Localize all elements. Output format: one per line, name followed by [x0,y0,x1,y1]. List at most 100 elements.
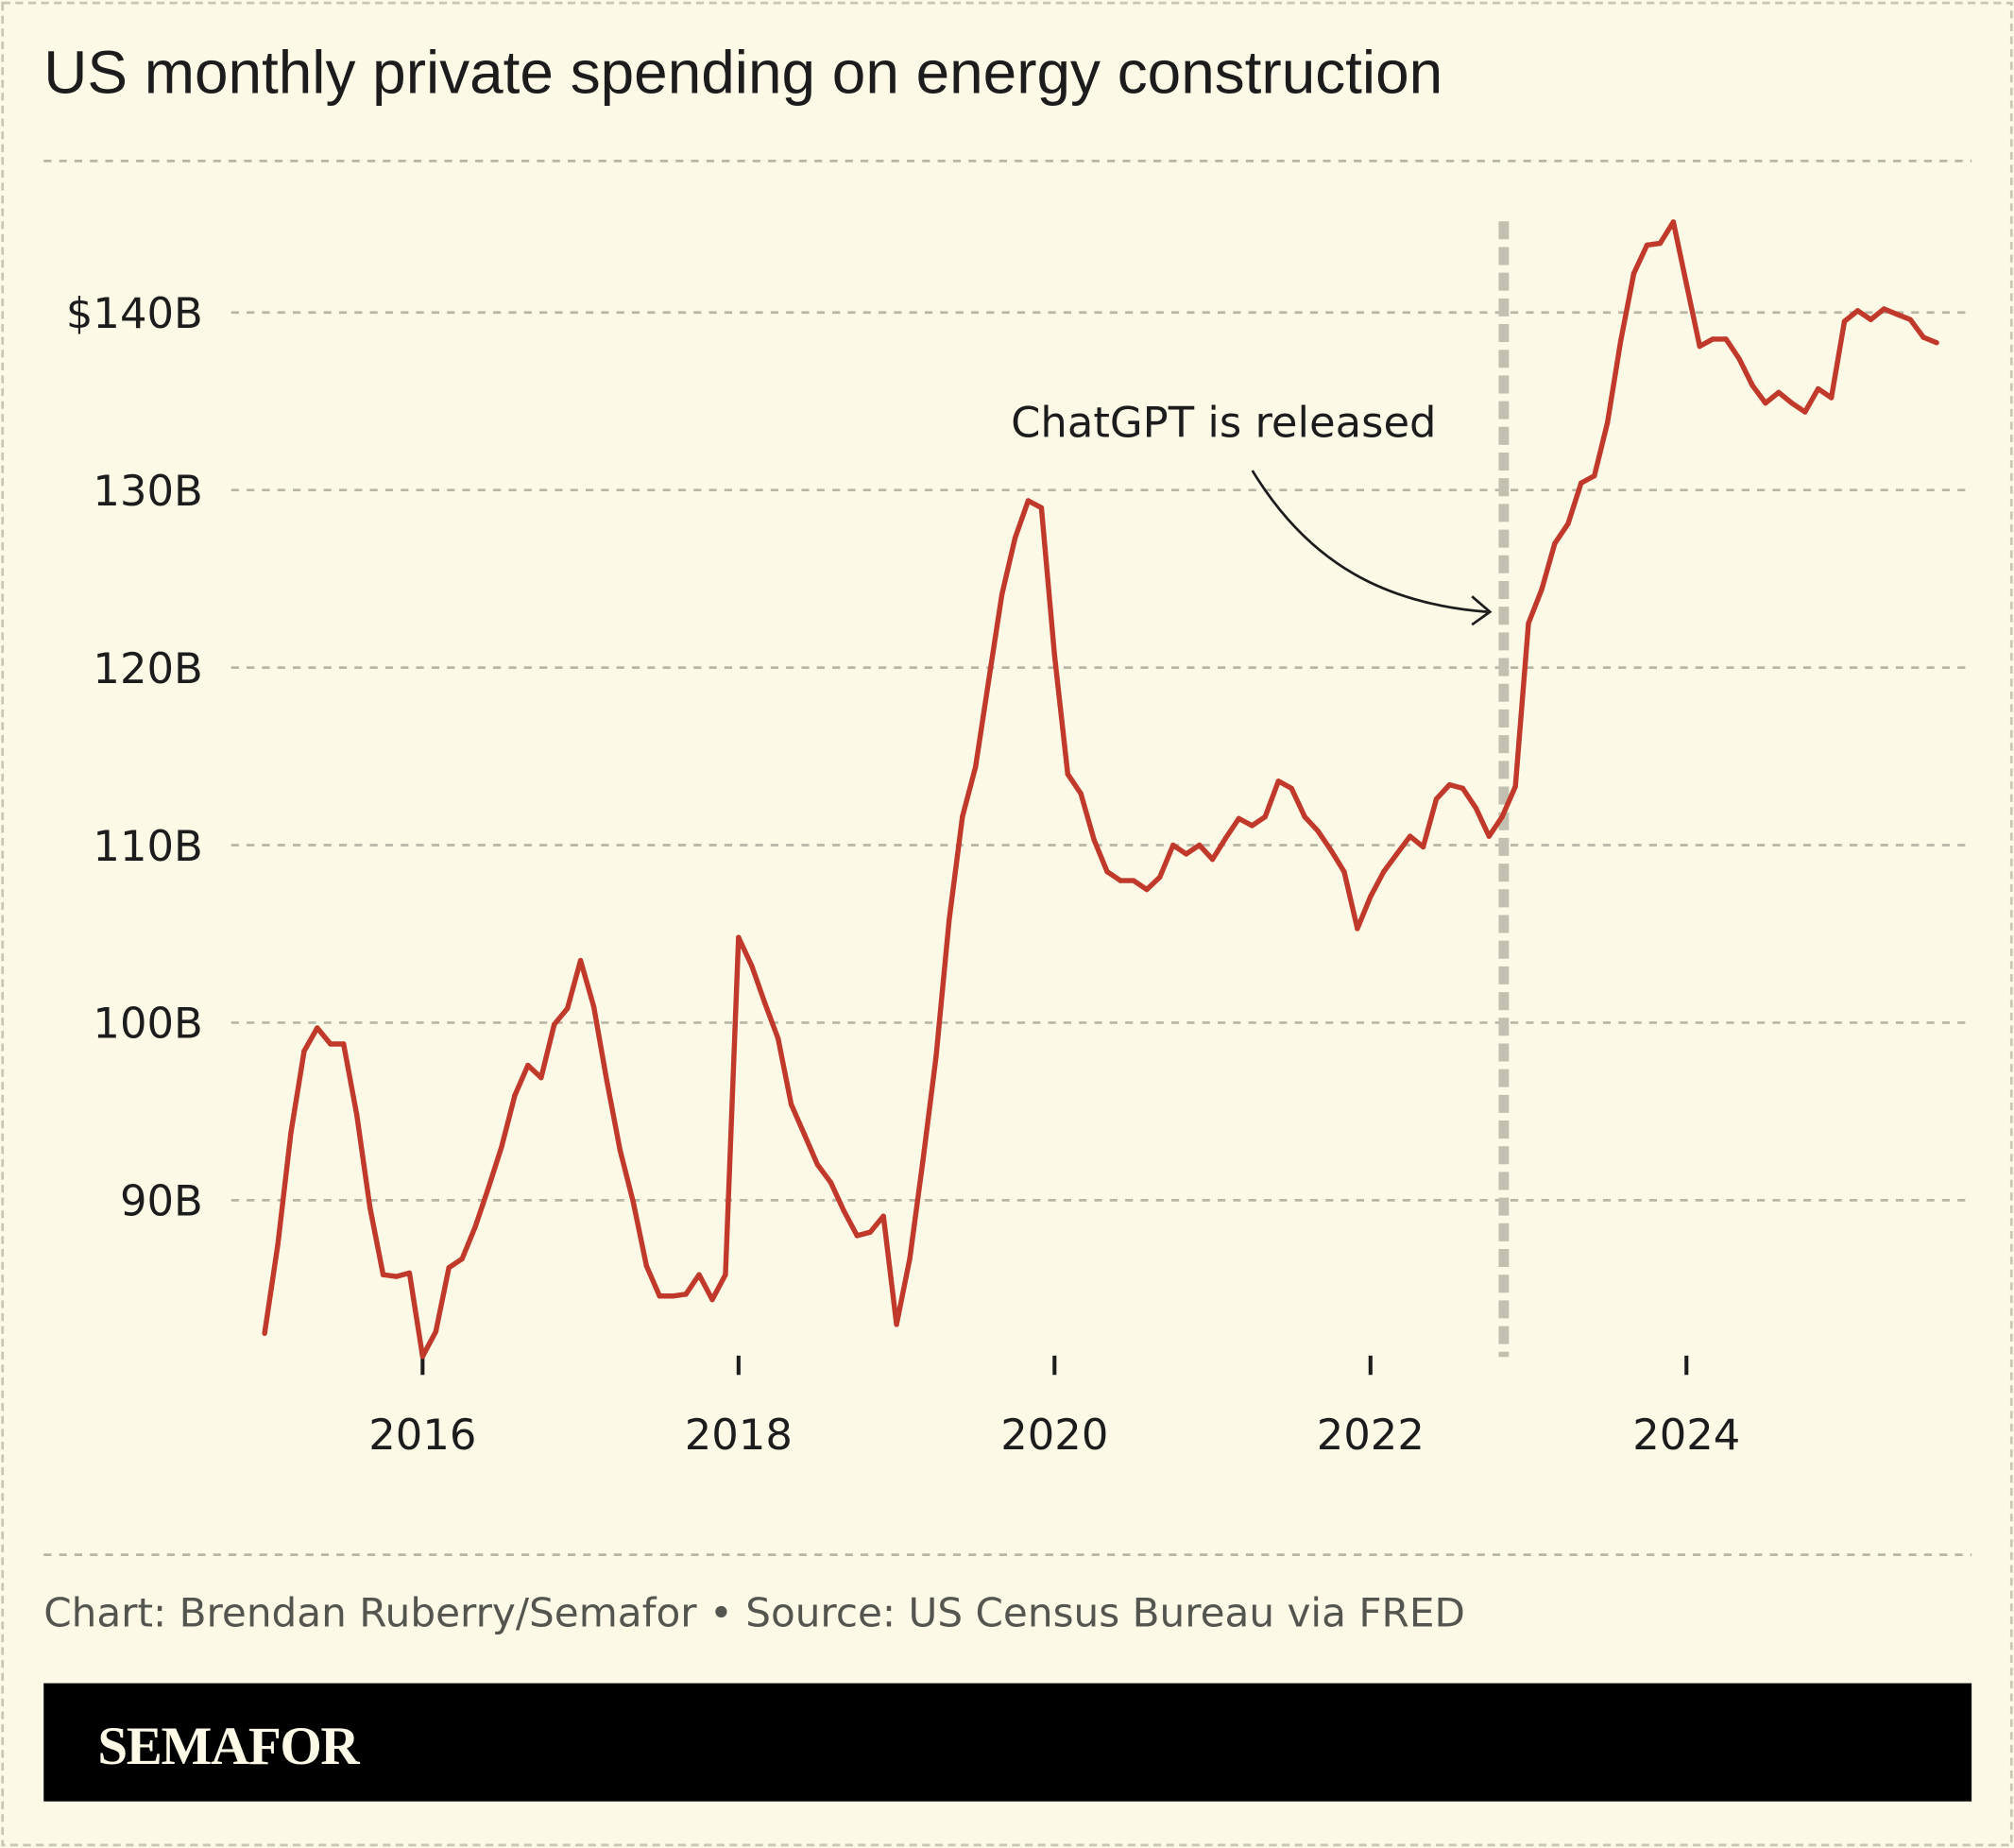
data-point [486,1185,491,1190]
data-point [854,1233,860,1239]
data-point [275,1241,281,1248]
data-point [1670,219,1677,225]
data-points [262,219,1939,1360]
data-point [880,1213,886,1219]
y-tick-label: $140B [66,288,203,338]
data-point [1368,894,1374,899]
data-point [814,1162,821,1168]
data-point [761,1001,768,1006]
logo-bar [43,1683,1972,1802]
data-point [1209,856,1216,863]
grid [230,311,1972,1202]
data-point [1828,395,1835,401]
data-point [1617,338,1624,344]
data-point [1038,505,1045,511]
data-point [1736,355,1742,362]
data-point [788,1102,794,1107]
data-point [1051,652,1058,659]
data-point [907,1256,913,1262]
data-point [1486,833,1492,839]
data-point [1459,785,1466,792]
data-point [406,1270,413,1276]
data-point [1381,868,1387,875]
data-point [1131,878,1136,883]
data-point [1222,835,1229,841]
data-point [1894,311,1900,317]
data-point [1315,828,1321,834]
data-point [1289,785,1294,792]
y-tick-label: 100B [93,999,202,1049]
x-tick-label: 2018 [685,1410,793,1460]
data-point [301,1048,307,1054]
data-point [867,1229,873,1235]
data-point [1170,842,1176,848]
data-point [1025,498,1032,504]
data-point [1920,334,1926,340]
data-point [736,934,742,940]
data-point [1907,317,1913,323]
data-point [1801,409,1808,415]
arrow-head-icon [1471,595,1493,626]
data-point [1196,842,1203,848]
data-point [696,1272,702,1277]
data-point [512,1092,518,1099]
data-point [472,1223,478,1230]
data-point [841,1207,847,1214]
annotation-arrow [1251,470,1488,613]
data-point [1262,813,1269,820]
data-point [670,1293,675,1299]
x-axis: 2016 2018 2020 2022 2024 [368,1355,1740,1460]
data-point [367,1205,373,1210]
data-point [1078,791,1084,796]
y-tick-label: 90B [120,1176,203,1226]
data-point [1512,783,1518,790]
data-point [1144,886,1150,893]
credit-text: Chart: Brendan Ruberry/Semafor • Source:… [43,1590,1465,1636]
data-point [459,1256,465,1262]
data-point [288,1130,294,1136]
data-point [433,1328,438,1335]
data-point [709,1296,715,1303]
data-point [985,677,992,683]
data-point [1446,781,1453,788]
data-point [1157,874,1163,881]
data-point [577,957,584,964]
data-point [380,1272,386,1277]
chart-title: US monthly private spending on energy co… [43,38,1442,106]
data-point [801,1132,808,1138]
semafor-logo: SEMAFOR [97,1717,360,1776]
data-point [1789,400,1795,406]
data-point [723,1272,728,1277]
data-point [1499,813,1505,820]
data-point [947,916,952,923]
data-point [1275,779,1281,784]
data-point [525,1062,531,1069]
data-point [1552,540,1558,546]
data-point [1539,587,1545,592]
data-point [1328,847,1334,853]
data-point [1854,308,1861,314]
data-point [1592,472,1597,479]
data-point [1104,868,1110,875]
data-point [1815,385,1821,392]
data-point [1868,317,1874,323]
data-point [353,1112,360,1118]
data-point [551,1021,557,1028]
data-point [1012,535,1018,541]
data-point [1881,306,1887,312]
annotation-label: ChatGPT is released [1011,398,1436,448]
data-point [920,1158,926,1164]
data-point [657,1293,662,1299]
data-point [1091,837,1097,843]
data-point [828,1179,834,1186]
data-point [775,1035,781,1042]
data-point [972,764,979,770]
data-point [1407,833,1413,839]
data-point [604,1078,610,1085]
data-point [1393,851,1400,857]
data-point [1526,620,1531,626]
